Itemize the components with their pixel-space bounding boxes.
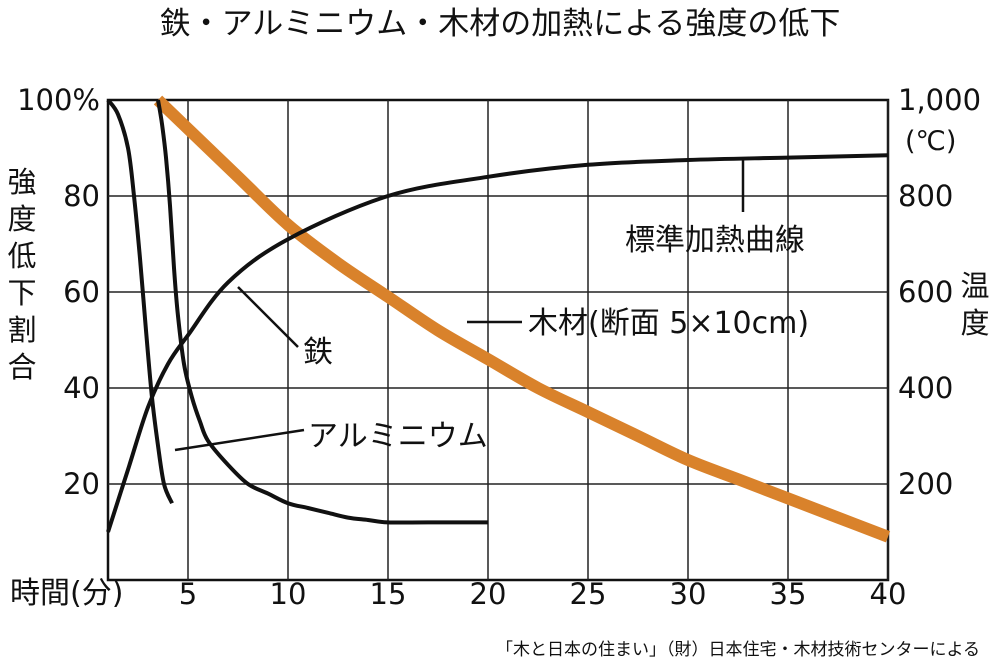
x-tick-label: 30 xyxy=(670,577,707,611)
y-left-tick-label: 20 xyxy=(63,467,100,501)
annotation-label: 標準加熱曲線 xyxy=(625,223,805,258)
x-tick-label: 25 xyxy=(570,577,607,611)
x-tick-label: 5 xyxy=(179,577,197,611)
y-right-tick-label: 200 xyxy=(898,467,953,501)
y-left-label-char: 低 xyxy=(7,239,36,273)
annotation-aluminum: アルミニウム xyxy=(174,419,488,454)
y-left-label-char: 下 xyxy=(7,276,36,310)
annotation-wood: 木材(断面 5×10cm) xyxy=(467,306,809,341)
x-axis-label: 時間(分) xyxy=(10,576,123,611)
annotation-label: アルミニウム xyxy=(308,419,488,454)
source-note: 「木と日本の住まい」（財）日本住宅・木材技術センターによる xyxy=(496,640,980,660)
annotation-label: 木材(断面 5×10cm) xyxy=(528,306,809,341)
series-line-aluminum xyxy=(106,98,174,505)
y-right-tick-label: 400 xyxy=(898,371,953,405)
right-axis-unit: (℃) xyxy=(905,126,956,157)
series-lines xyxy=(106,95,891,543)
y-right-label-char: 温 xyxy=(960,269,989,303)
series-line-wood xyxy=(153,95,891,543)
x-tick-label: 20 xyxy=(470,577,507,611)
y-left-tick-label: 40 xyxy=(63,371,100,405)
x-tick-label: 35 xyxy=(770,577,807,611)
x-tick-label: 15 xyxy=(370,577,407,611)
y-right-label-char: 度 xyxy=(960,306,989,340)
y-right-tick-label: 600 xyxy=(898,275,953,309)
y-left-tick-label: 100% xyxy=(17,83,100,117)
y-left-label-char: 合 xyxy=(7,350,36,384)
x-tick-label: 10 xyxy=(270,577,307,611)
chart-title: 鉄・アルミニウム・木材の加熱による強度の低下 xyxy=(160,6,841,42)
annotation-label: 鉄 xyxy=(303,335,333,370)
annotation-iron: 鉄 xyxy=(237,286,333,370)
series-line-standard-heating xyxy=(106,153,889,533)
y-right-tick-label: 800 xyxy=(898,179,953,213)
y-axis-label-right: 温度 xyxy=(960,269,989,340)
y-left-label-char: 割 xyxy=(7,313,36,347)
y-left-label-char: 度 xyxy=(7,202,36,236)
series-line-iron xyxy=(156,99,488,525)
y-left-tick-label: 60 xyxy=(63,275,100,309)
y-left-label-char: 強 xyxy=(7,165,36,199)
ticks: 5 10 15 20 25 30 35 40 100% 80 60 40 20 1,000 800 600 40… xyxy=(17,83,981,611)
y-right-tick-label: 1,000 xyxy=(898,83,981,117)
y-left-tick-label: 80 xyxy=(63,179,100,213)
x-tick-label: 40 xyxy=(870,577,907,611)
annotation-standard-curve: 標準加熱曲線 xyxy=(625,160,805,258)
